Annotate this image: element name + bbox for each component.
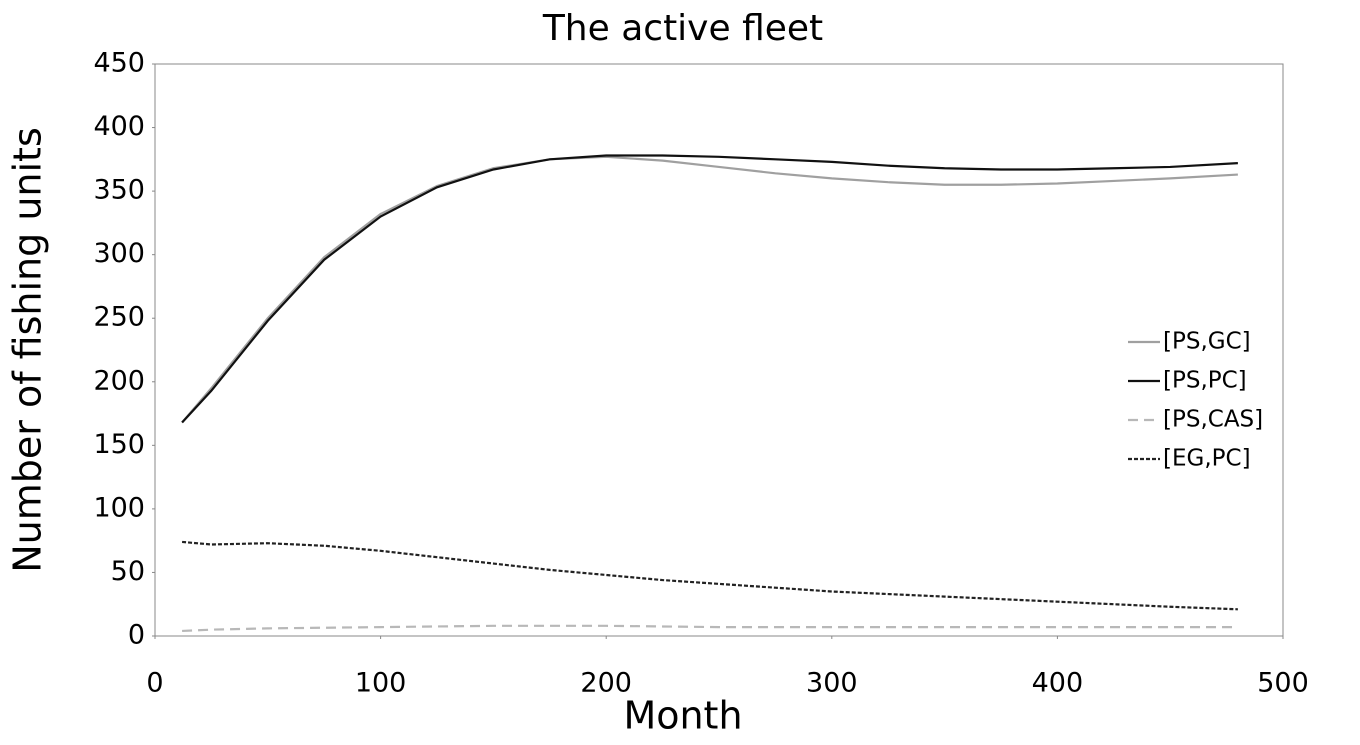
y-tick-label: 350	[93, 175, 145, 206]
y-tick-label: 150	[93, 429, 145, 460]
y-axis-label: Number of fishing units	[6, 127, 50, 573]
series-line	[181, 540, 1238, 611]
legend-label: [EG,PC]	[1163, 446, 1251, 472]
chart-title: The active fleet	[542, 8, 823, 49]
y-tick-label: 300	[93, 238, 145, 269]
x-tick-label: 400	[1032, 668, 1084, 699]
series-line	[182, 624, 1238, 633]
plot-frame	[154, 63, 1284, 637]
y-tick-label: 400	[93, 111, 145, 142]
series-line	[181, 155, 1238, 424]
x-tick-label: 300	[806, 668, 858, 699]
y-tick-label: 250	[93, 302, 145, 333]
legend-label: [PS,GC]	[1163, 329, 1251, 355]
y-tick-label: 0	[128, 620, 145, 651]
y-tick-label: 50	[111, 556, 145, 587]
y-tick-label: 450	[93, 48, 145, 79]
legend-label: [PS,CAS]	[1163, 407, 1263, 433]
x-tick-label: 200	[580, 668, 632, 699]
y-tick-label: 200	[93, 365, 145, 396]
x-tick-label: 0	[146, 668, 163, 699]
x-tick-label: 100	[355, 668, 407, 699]
x-tick-label: 500	[1257, 668, 1309, 699]
series-line	[181, 154, 1238, 424]
legend-label: [PS,PC]	[1163, 368, 1247, 394]
y-tick-label: 100	[93, 492, 145, 523]
x-axis-label: Month	[623, 694, 742, 738]
